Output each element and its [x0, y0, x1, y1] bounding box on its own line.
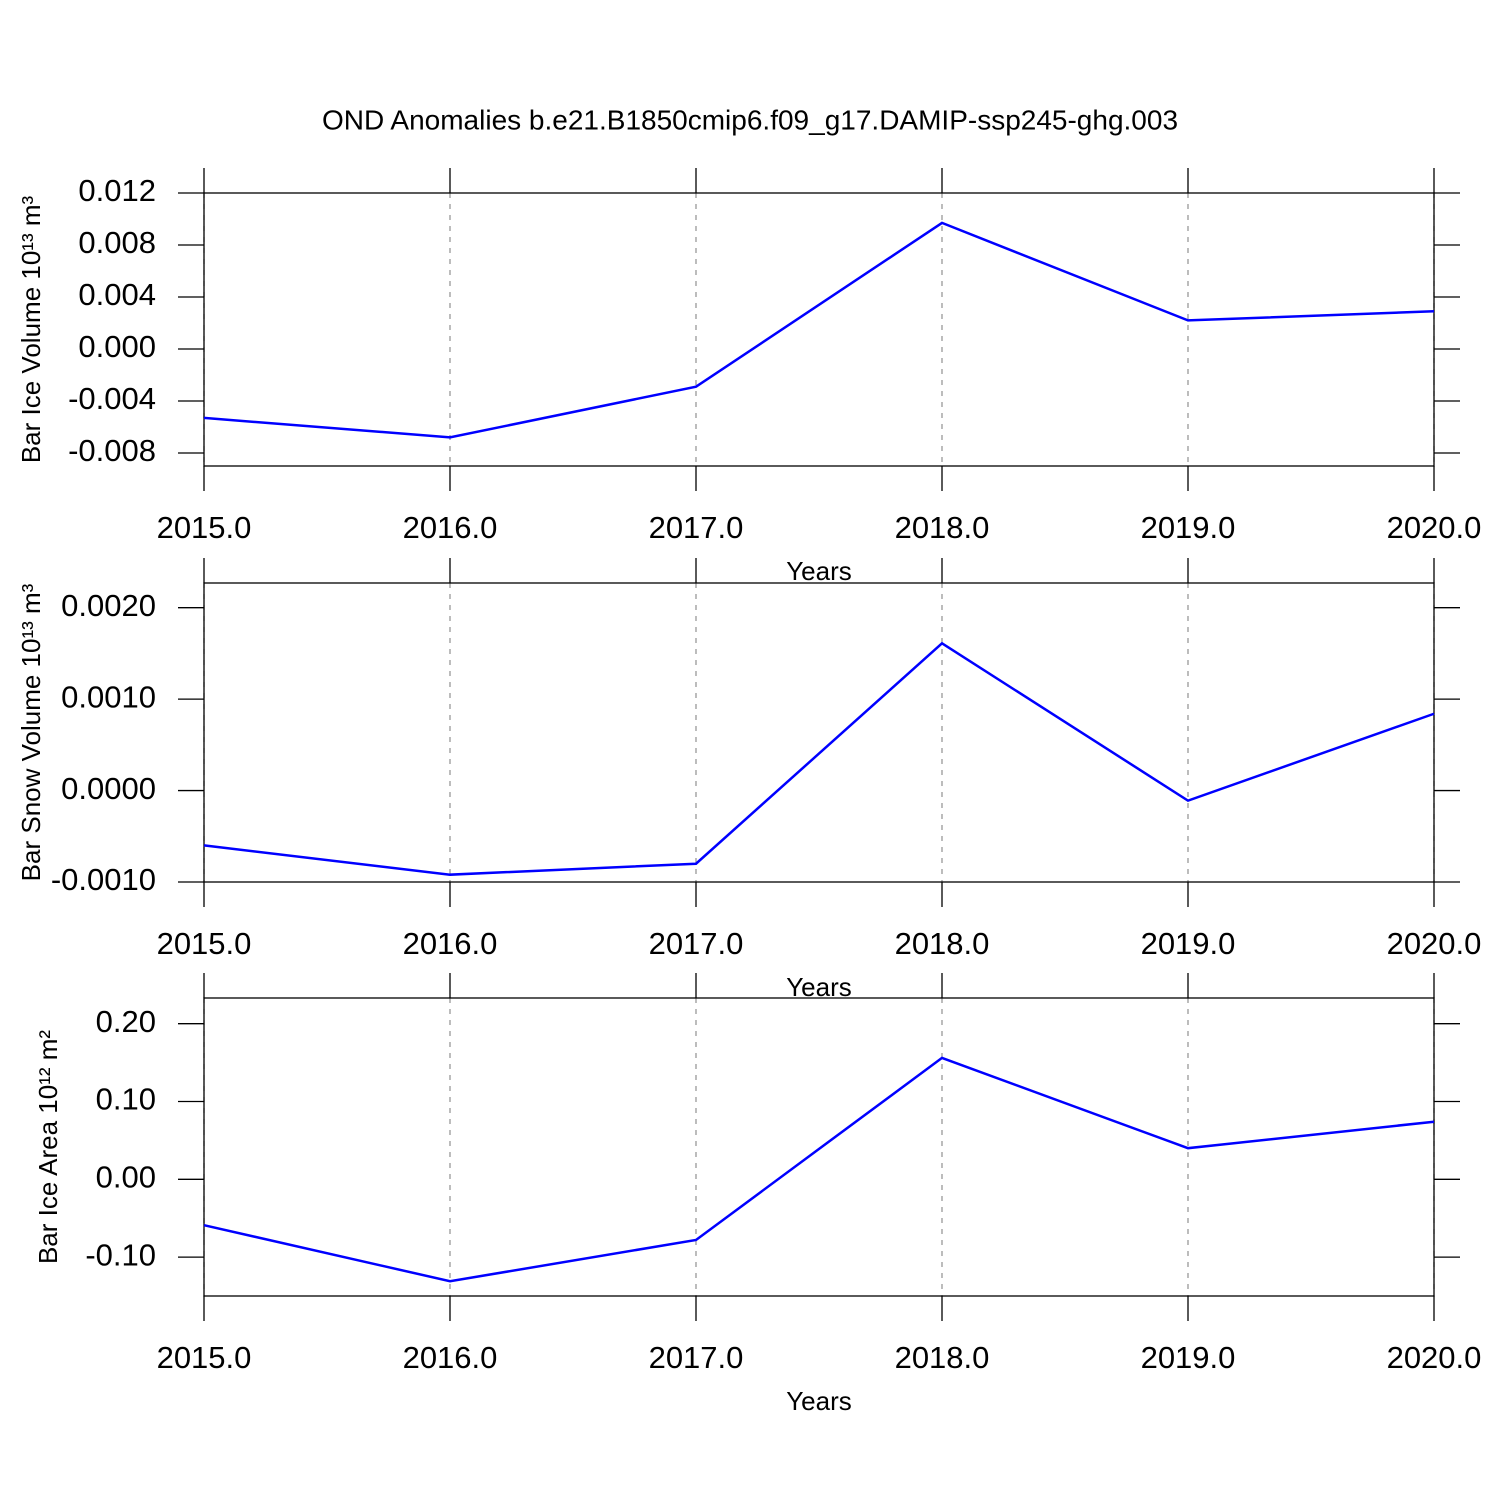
y-tick-label: -0.008: [68, 433, 156, 468]
y-tick-label: -0.0010: [51, 862, 156, 897]
y-axis-title: Bar Ice Volume 10¹³ m³: [16, 196, 46, 464]
x-tick-label: 2018.0: [895, 926, 990, 961]
x-axis-title: Years: [786, 556, 852, 586]
x-tick-label: 2016.0: [403, 510, 498, 545]
y-axis-title: Bar Snow Volume 10¹³ m³: [16, 583, 46, 881]
x-tick-label: 2015.0: [157, 510, 252, 545]
y-tick-label: 0.20: [96, 1004, 156, 1039]
y-tick-label: -0.10: [85, 1237, 156, 1272]
x-tick-label: 2018.0: [895, 1340, 990, 1375]
x-tick-label: 2017.0: [649, 926, 744, 961]
x-tick-label: 2019.0: [1141, 926, 1236, 961]
plot-frame: [203, 582, 1435, 883]
x-tick-label: 2020.0: [1387, 510, 1482, 545]
y-tick-label: 0.004: [78, 277, 156, 312]
data-line: [203, 1056, 1435, 1283]
figure-title: OND Anomalies b.e21.B1850cmip6.f09_g17.D…: [322, 104, 1178, 135]
plot-frame: [203, 192, 1435, 467]
x-axis-title: Years: [786, 1386, 852, 1416]
x-tick-label: 2015.0: [157, 926, 252, 961]
y-tick-label: 0.10: [96, 1082, 156, 1117]
y-tick-label: 0.0000: [61, 771, 156, 806]
x-tick-label: 2016.0: [403, 1340, 498, 1375]
y-tick-label: 0.0010: [61, 679, 156, 714]
x-tick-label: 2017.0: [649, 510, 744, 545]
y-tick-label: -0.004: [68, 381, 156, 416]
y-tick-label: 0.00: [96, 1159, 156, 1194]
y-tick-label: 0.012: [78, 173, 156, 208]
x-tick-label: 2019.0: [1141, 1340, 1236, 1375]
y-tick-label: 0.000: [78, 329, 156, 364]
x-tick-label: 2018.0: [895, 510, 990, 545]
x-tick-label: 2020.0: [1387, 926, 1482, 961]
data-line: [203, 641, 1435, 876]
x-tick-label: 2017.0: [649, 1340, 744, 1375]
y-tick-label: 0.0020: [61, 588, 156, 623]
x-axis-title: Years: [786, 972, 852, 1002]
plot-frame: [203, 997, 1435, 1297]
x-tick-label: 2019.0: [1141, 510, 1236, 545]
y-tick-label: 0.008: [78, 225, 156, 260]
x-tick-label: 2015.0: [157, 1340, 252, 1375]
x-tick-label: 2016.0: [403, 926, 498, 961]
data-line: [203, 221, 1435, 439]
x-tick-label: 2020.0: [1387, 1340, 1482, 1375]
y-axis-title: Bar Ice Area 10¹² m²: [33, 1030, 63, 1264]
